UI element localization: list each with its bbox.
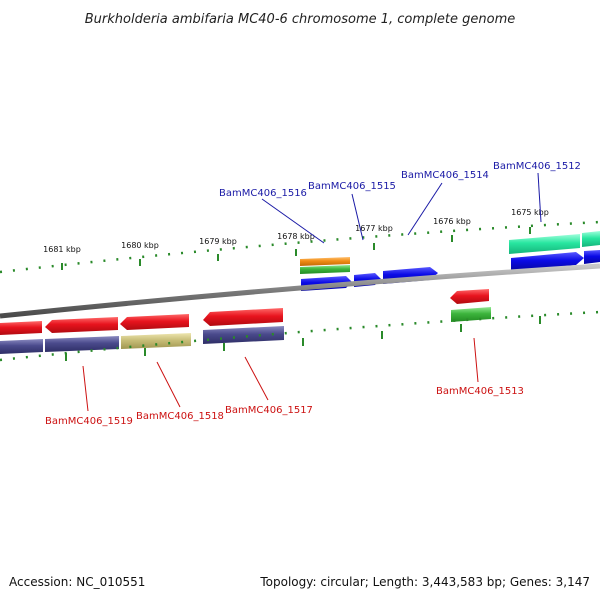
inner-major-ticks [65, 316, 541, 361]
gene-feature-teal[interactable] [582, 231, 600, 247]
gene-feature-navy[interactable] [203, 326, 284, 344]
callout-line [244, 356, 269, 401]
forward-gene-labels: BamMC406_1516 BamMC406_1515 BamMC406_151… [219, 161, 581, 199]
gene-feature-navy[interactable] [0, 339, 43, 354]
gene-feature-green[interactable] [300, 265, 350, 274]
inner-scale-ring [0, 310, 600, 362]
gene-feature-green[interactable] [451, 307, 491, 322]
scale-label: 1675 kbp [511, 208, 549, 217]
callout-line [156, 361, 181, 408]
gene-feature-olive[interactable] [121, 333, 191, 349]
gene-feature-blue[interactable] [511, 252, 584, 271]
outer-scale-ring [0, 220, 600, 274]
gene-feature-red[interactable] [203, 308, 283, 326]
scale-label: 1679 kbp [199, 237, 237, 246]
gene-label-bammc406-1512[interactable]: BamMC406_1512 [493, 161, 581, 172]
callout-line [407, 182, 443, 236]
gene-label-bammc406-1514[interactable]: BamMC406_1514 [401, 170, 489, 181]
gene-feature-red[interactable] [120, 314, 189, 330]
accession-text: Accession: NC_010551 [9, 575, 145, 589]
callout-line [351, 193, 364, 241]
map-title: Burkholderia ambifaria MC40-6 chromosome… [85, 12, 515, 27]
callout-line [82, 365, 89, 412]
reverse-strand-genes [0, 289, 491, 354]
gene-feature-orange[interactable] [300, 257, 350, 266]
gene-label-bammc406-1516[interactable]: BamMC406_1516 [219, 188, 307, 199]
forward-callout-lines [261, 172, 542, 244]
outer-major-ticks [61, 227, 531, 270]
gene-label-bammc406-1513[interactable]: BamMC406_1513 [436, 386, 524, 397]
reverse-callout-lines [82, 337, 479, 412]
scale-labels: 1681 kbp 1680 kbp 1679 kbp 1678 kbp 1677… [43, 208, 549, 254]
callout-line [473, 337, 479, 383]
scale-label: 1677 kbp [355, 224, 393, 233]
scale-label: 1680 kbp [121, 241, 159, 250]
gene-label-bammc406-1517[interactable]: BamMC406_1517 [225, 405, 313, 416]
scale-label: 1678 kbp [277, 232, 315, 241]
scale-label: 1676 kbp [433, 217, 471, 226]
gene-feature-red[interactable] [450, 289, 489, 304]
callout-line [261, 198, 325, 244]
gene-label-bammc406-1519[interactable]: BamMC406_1519 [45, 416, 133, 427]
gene-feature-blue[interactable] [584, 250, 600, 264]
genome-summary-text: Topology: circular; Length: 3,443,583 bp… [259, 575, 590, 589]
gene-feature-teal[interactable] [509, 234, 580, 254]
callout-line [537, 172, 542, 223]
reverse-gene-labels: BamMC406_1519 BamMC406_1518 BamMC406_151… [45, 386, 524, 427]
gene-feature-navy[interactable] [45, 336, 119, 352]
scale-label: 1681 kbp [43, 245, 81, 254]
gene-feature-red[interactable] [0, 321, 42, 335]
gene-feature-red[interactable] [45, 317, 118, 333]
chromosome-backbone [0, 263, 600, 319]
gene-label-bammc406-1518[interactable]: BamMC406_1518 [136, 411, 224, 422]
gene-label-bammc406-1515[interactable]: BamMC406_1515 [308, 181, 396, 192]
